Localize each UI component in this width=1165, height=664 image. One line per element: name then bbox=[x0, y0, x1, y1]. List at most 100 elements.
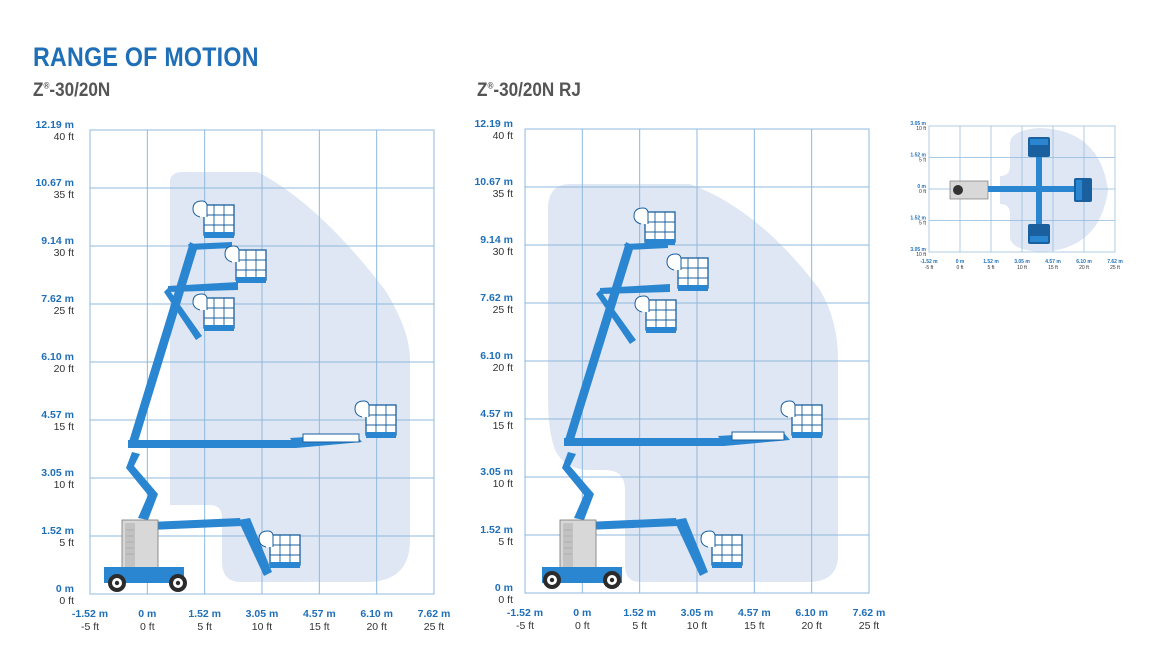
y-tick-label-m: 4.57 m bbox=[41, 409, 74, 421]
y-tick-label-m: 4.57 m bbox=[480, 408, 513, 420]
y-tick-label-ft: 25 ft bbox=[493, 304, 514, 316]
x-tick-label-m: 0 m bbox=[956, 259, 965, 265]
x-tick-label-ft: 20 ft bbox=[1079, 265, 1089, 271]
y-tick-label-m: 9.14 m bbox=[480, 234, 513, 246]
y-tick-label-m: 12.19 m bbox=[35, 119, 74, 131]
upper-jib-3 bbox=[164, 288, 202, 340]
chassis bbox=[103, 519, 185, 584]
x-tick-label-m: 4.57 m bbox=[1045, 259, 1061, 265]
y-tick-label-ft: 20 ft bbox=[493, 362, 514, 374]
front-wheel-icon bbox=[543, 571, 561, 589]
chart-2-model-title: Z®-30/20N RJ bbox=[477, 80, 581, 102]
x-tick-label-ft: -5 ft bbox=[925, 265, 934, 271]
y-tick-label-ft: 10 ft bbox=[916, 252, 926, 258]
rear-wheel-icon bbox=[603, 571, 621, 589]
upper-jib-3 bbox=[596, 290, 636, 344]
x-tick-label-ft: 0 ft bbox=[140, 621, 155, 633]
top-view-diagram: 3.05 m10 ft1.52 m5 ft0 m0 ft1.52 m5 ft3.… bbox=[910, 121, 1123, 271]
model-prefix: Z bbox=[33, 80, 44, 101]
y-tick-label-m: 0 m bbox=[56, 583, 74, 595]
chart-2-grid bbox=[524, 128, 870, 594]
x-tick-label-ft: 15 ft bbox=[744, 620, 765, 632]
x-tick-label-m: -1.52 m bbox=[507, 607, 543, 619]
x-tick-label-m: 7.62 m bbox=[418, 608, 451, 620]
y-tick-label-ft: 0 ft bbox=[919, 189, 927, 195]
y-tick-label-ft: 10 ft bbox=[493, 478, 514, 490]
x-tick-label-m: 6.10 m bbox=[360, 608, 393, 620]
y-tick-label-m: 7.62 m bbox=[480, 292, 513, 304]
x-tick-label-m: 1.52 m bbox=[188, 608, 221, 620]
y-tick-label-ft: 5 ft bbox=[919, 221, 927, 227]
y-tick-label-m: 0 m bbox=[495, 582, 513, 594]
chart-2-x-axis-labels: -1.52 m-5 ft 0 m0 ft 1.52 m5 ft 3.05 m10 ft… bbox=[507, 607, 885, 632]
y-tick-label-m: 1.52 m bbox=[41, 525, 74, 537]
work-envelope bbox=[170, 172, 410, 582]
y-tick-label-ft: 10 ft bbox=[916, 126, 926, 132]
chart-1-side-view: 12.19 m40 ft 10.67 m35 ft 9.14 m30 ft 7.62 … bbox=[35, 119, 450, 633]
y-tick-label-m: 0 m bbox=[917, 184, 926, 190]
y-tick-label-m: 3.05 m bbox=[41, 467, 74, 479]
chart-2-side-view: 12.19 m40 ft 10.67 m35 ft 9.14 m30 ft 7.62 … bbox=[474, 118, 885, 632]
x-tick-label-m: 7.62 m bbox=[853, 607, 886, 619]
model-suffix: -30/20N bbox=[49, 80, 111, 101]
y-tick-label-ft: 5 ft bbox=[59, 537, 74, 549]
x-tick-label-m: 0 m bbox=[138, 608, 156, 620]
x-tick-label-m: 7.62 m bbox=[1107, 259, 1123, 265]
x-tick-label-ft: 10 ft bbox=[252, 621, 273, 633]
x-tick-label-ft: 25 ft bbox=[859, 620, 880, 632]
x-tick-label-m: 0 m bbox=[573, 607, 591, 619]
y-tick-label-ft: 5 ft bbox=[498, 536, 513, 548]
model-suffix: -30/20N RJ bbox=[493, 80, 581, 101]
y-tick-label-ft: 30 ft bbox=[54, 247, 75, 259]
y-tick-label-ft: 15 ft bbox=[493, 420, 514, 432]
y-tick-label-ft: 40 ft bbox=[493, 130, 514, 142]
lower-jib bbox=[586, 518, 678, 530]
y-tick-label-m: 10.67 m bbox=[35, 177, 74, 189]
x-tick-label-ft: 25 ft bbox=[1110, 265, 1120, 271]
x-tick-label-ft: 5 ft bbox=[197, 621, 212, 633]
y-tick-label-ft: 10 ft bbox=[54, 479, 75, 491]
riser-links bbox=[562, 452, 594, 520]
top-view-x-axis-labels: -1.52 m-5 ft 0 m0 ft 1.52 m5 ft 3.05 m10 ft… bbox=[920, 259, 1123, 271]
x-tick-label-m: -1.52 m bbox=[920, 259, 938, 265]
machine-illustration bbox=[103, 200, 397, 592]
x-tick-label-ft: -5 ft bbox=[81, 621, 99, 633]
y-tick-label-ft: 20 ft bbox=[54, 363, 75, 375]
x-tick-label-m: 3.05 m bbox=[1014, 259, 1030, 265]
x-tick-label-ft: 15 ft bbox=[309, 621, 330, 633]
model-prefix: Z bbox=[477, 80, 488, 101]
chart-1-model-title: Z®-30/20N bbox=[33, 80, 110, 102]
x-tick-label-ft: 25 ft bbox=[424, 621, 445, 633]
x-tick-label-m: 4.57 m bbox=[303, 608, 336, 620]
lower-jib-arm bbox=[238, 518, 272, 576]
top-view-machine bbox=[949, 137, 1092, 244]
main-boom bbox=[128, 242, 198, 448]
y-tick-label-ft: 35 ft bbox=[493, 188, 514, 200]
y-tick-label-m: 12.19 m bbox=[474, 118, 513, 130]
y-tick-label-ft: 30 ft bbox=[493, 246, 514, 258]
x-tick-label-ft: 20 ft bbox=[801, 620, 822, 632]
lower-jib-arm bbox=[674, 518, 708, 576]
y-tick-label-ft: 0 ft bbox=[59, 595, 74, 607]
x-tick-label-m: 3.05 m bbox=[681, 607, 714, 619]
y-tick-label-ft: 0 ft bbox=[498, 594, 513, 606]
x-tick-label-m: -1.52 m bbox=[72, 608, 108, 620]
x-tick-label-m: 3.05 m bbox=[246, 608, 279, 620]
chart-1-x-axis-labels: -1.52 m-5 ft 0 m0 ft 1.52 m5 ft 3.05 m10 ft… bbox=[72, 608, 450, 633]
y-tick-label-m: 6.10 m bbox=[41, 351, 74, 363]
y-tick-label-m: 3.05 m bbox=[480, 466, 513, 478]
x-tick-label-ft: 10 ft bbox=[1017, 265, 1027, 271]
x-tick-label-m: 4.57 m bbox=[738, 607, 771, 619]
horizontal-boom bbox=[564, 438, 724, 446]
y-tick-label-m: 7.62 m bbox=[41, 293, 74, 305]
y-tick-label-ft: 35 ft bbox=[54, 189, 75, 201]
chart-2-y-axis-labels: 12.19 m40 ft 10.67 m35 ft 9.14 m30 ft 7.62 … bbox=[474, 118, 513, 606]
lower-jib bbox=[150, 518, 242, 530]
front-wheel-icon bbox=[108, 574, 126, 592]
upper-jib-1 bbox=[188, 242, 232, 250]
y-tick-label-m: 1.52 m bbox=[910, 216, 926, 222]
y-tick-label-m: 1.52 m bbox=[910, 153, 926, 159]
top-view-y-axis-labels: 3.05 m10 ft1.52 m5 ft0 m0 ft1.52 m5 ft3.… bbox=[910, 121, 926, 258]
y-tick-label-m: 9.14 m bbox=[41, 235, 74, 247]
